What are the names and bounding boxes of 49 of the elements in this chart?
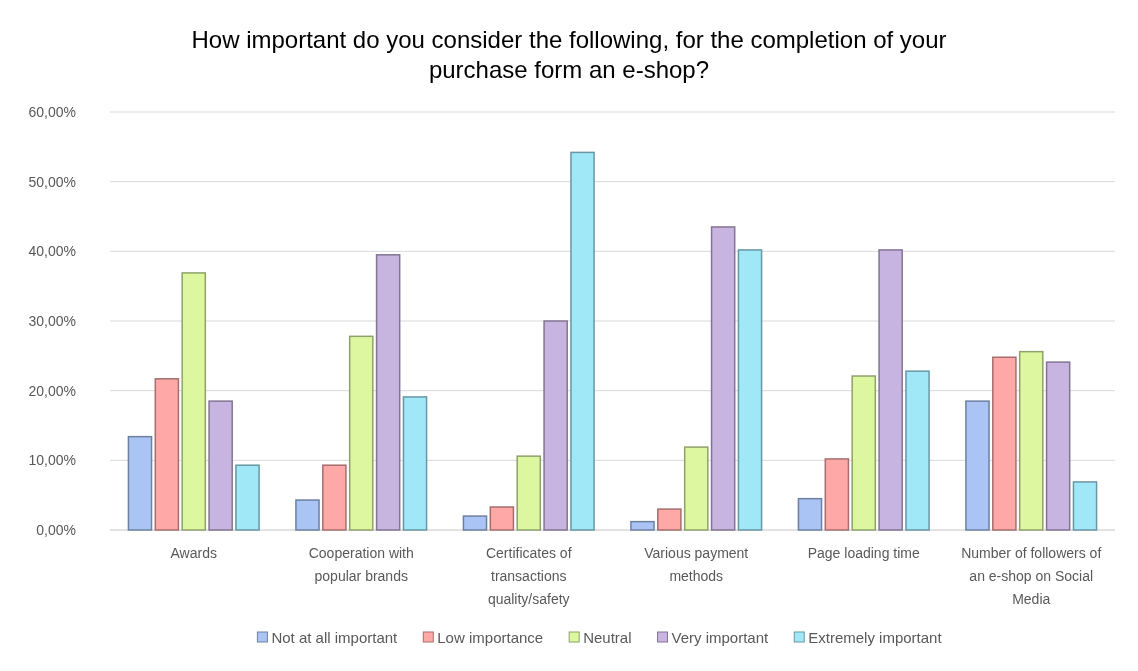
bar (710, 226, 736, 531)
legend-label: Extremely important (808, 629, 943, 647)
legend-label: Very important (671, 629, 770, 647)
bar (630, 520, 655, 531)
bar (683, 446, 709, 531)
x-tick-label: Page loading time (807, 545, 920, 561)
bar (516, 455, 542, 531)
legend-label: Not at all important (271, 629, 399, 647)
y-tick-label: 60,00% (28, 103, 76, 120)
chart-title: How important do you consider the following, for the completion of your purchase form an e-shop? (191, 26, 947, 83)
bar (127, 435, 153, 531)
bar (322, 464, 347, 531)
bar (824, 458, 850, 531)
bar (375, 254, 401, 531)
y-tick-label: 20,00% (28, 382, 76, 399)
legend-label: Low importance (437, 629, 544, 647)
bar (878, 249, 903, 531)
bar (851, 375, 877, 531)
bar (992, 356, 1017, 531)
bar (295, 499, 320, 531)
bar (797, 497, 823, 531)
bar (1072, 481, 1098, 531)
bar (1018, 350, 1044, 531)
bar (1045, 361, 1071, 531)
bar (965, 400, 990, 531)
x-tick-label: Cooperation with popular brands (308, 545, 414, 584)
bar (489, 506, 515, 531)
bar (402, 396, 428, 531)
bar (657, 508, 682, 531)
x-tick-label: Various payment methods (644, 545, 749, 584)
legend-label: Neutral (583, 629, 632, 647)
x-tick-label: Number of followers of an e-shop on Social Media (961, 545, 1102, 607)
bar (905, 370, 930, 531)
x-tick-label: Certificates of transactions quality/safety (485, 545, 572, 607)
bar (154, 378, 180, 531)
bar (181, 272, 207, 531)
x-tick-label: Awards (170, 545, 217, 561)
y-tick-label: 10,00% (28, 452, 76, 469)
bar (462, 515, 488, 531)
bar (737, 249, 763, 531)
bar (570, 151, 595, 531)
bar (543, 320, 568, 531)
bar (348, 335, 374, 531)
y-tick-label: 50,00% (28, 173, 76, 190)
y-tick-label: 40,00% (28, 243, 76, 260)
bar (208, 400, 233, 531)
y-tick-label: 0,00% (36, 521, 76, 538)
y-tick-label: 30,00% (28, 312, 76, 329)
bar (235, 464, 260, 531)
